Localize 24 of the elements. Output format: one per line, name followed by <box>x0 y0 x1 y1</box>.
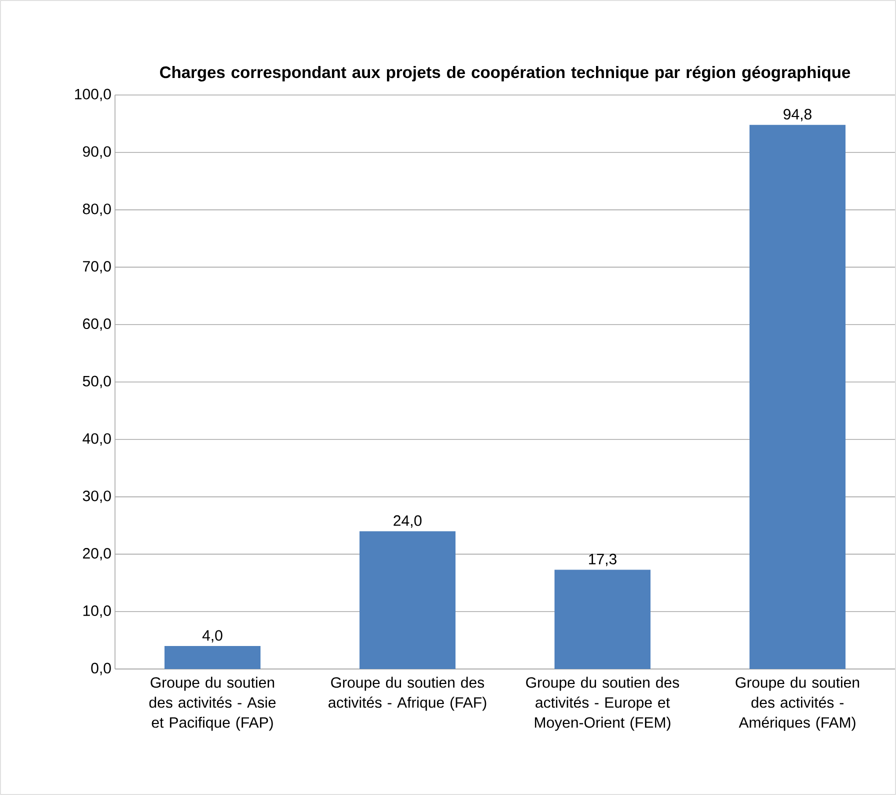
y-tick-label: 10,0 <box>83 605 111 618</box>
bar <box>360 531 456 669</box>
y-tick-label: 40,0 <box>82 433 111 446</box>
x-tick-label: Groupe du soutien des activités - Afrique (FAF) <box>328 676 486 711</box>
y-tick-label: 50,0 <box>82 376 111 388</box>
bar <box>554 570 651 669</box>
y-tick-label: 20,0 <box>83 548 111 560</box>
data-label: 4,0 <box>202 630 222 642</box>
x-tick-label: Groupe du soutien des activités - Amériques (FAM) <box>736 676 860 731</box>
y-tick-label: 0,0 <box>91 662 111 676</box>
x-tick-label: Groupe du soutien des activités - Asie et Pacifique (FAP) <box>149 676 276 731</box>
data-label: 24,0 <box>394 515 422 528</box>
y-tick-label: 80,0 <box>82 204 111 216</box>
y-tick-label: 30,0 <box>82 490 111 503</box>
bar <box>164 646 261 669</box>
chart-title: Charges correspondant aux projets de coopération technique par région géographique <box>160 66 850 82</box>
data-label: 94,8 <box>784 108 812 122</box>
y-tick-label: 90,0 <box>82 146 111 159</box>
data-label: 17,3 <box>589 554 616 566</box>
x-tick-label: Groupe du soutien des activités - Europe et Moyen-Orient (FEM) <box>526 676 680 731</box>
y-tick-label: 100,0 <box>75 88 111 102</box>
y-tick-label: 60,0 <box>83 318 111 331</box>
y-tick-label: 70,0 <box>83 260 111 274</box>
bar <box>750 124 846 669</box>
